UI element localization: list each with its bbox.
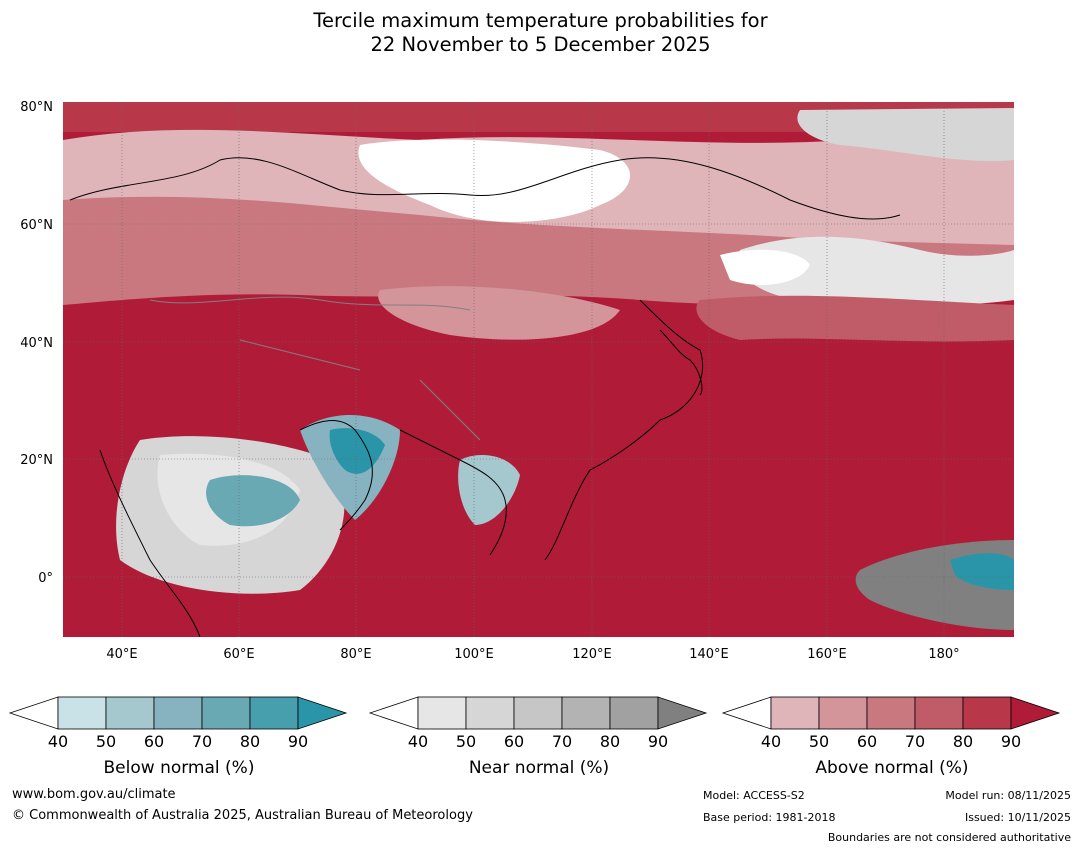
model-name: Model: ACCESS-S2: [703, 789, 805, 802]
colorbar-near-segments: [368, 696, 708, 730]
colorbar-below-segment: [249, 696, 299, 730]
colorbar-below-low-extend: [8, 696, 59, 730]
lon-label-40e: 40°E: [106, 647, 137, 662]
shade-pacific-below: [950, 553, 1014, 590]
colorbar-near-tick: 90: [648, 732, 668, 751]
title-line-2: 22 November to 5 December 2025: [370, 33, 711, 56]
shade-near-normal-east: [738, 236, 1014, 306]
colorbar-above-low-extend: [721, 696, 772, 730]
colorbar-above-tick: 50: [809, 732, 829, 751]
colorbar-near-segment: [609, 696, 659, 730]
copyright-notice: © Commonwealth of Australia 2025, Austra…: [12, 808, 473, 823]
map-panel: [63, 102, 1014, 638]
colorbar-near-segment: [513, 696, 563, 730]
shade-white-east: [720, 249, 810, 285]
colorbar-above-segment: [770, 696, 820, 730]
colorbar-above-label: Above normal (%): [815, 758, 969, 778]
colorbar-above-tick: 70: [905, 732, 925, 751]
shade-indochina-below: [458, 455, 520, 525]
base-period: Base period: 1981-2018: [703, 811, 836, 824]
colorbar-near-tick: 60: [504, 732, 524, 751]
colorbar-below-ticks: 40 50 60 70 80 90: [48, 732, 308, 751]
colorbar-above-ticks: 40 50 60 70 80 90: [761, 732, 1021, 751]
lon-label-140e: 140°E: [689, 647, 729, 662]
colorbar-near-segment: [417, 696, 467, 730]
colorbar-below-tick: 70: [192, 732, 212, 751]
colorbar-above-tick: 90: [1001, 732, 1021, 751]
lon-label-100e: 100°E: [454, 647, 494, 662]
lon-label-160e: 160°E: [807, 647, 847, 662]
shade-near-normal-siberia: [358, 139, 630, 222]
colorbar-near-normal: 40 50 60 70 80 90: [368, 696, 708, 751]
colorbar-near-tick: 70: [552, 732, 572, 751]
model-run-date: Model run: 08/11/2025: [945, 789, 1071, 802]
lon-label-80e: 80°E: [340, 647, 371, 662]
lat-label-20n: 20°N: [20, 453, 53, 468]
colorbar-above-normal: 40 50 60 70 80 90: [721, 696, 1061, 751]
colorbar-above-tick: 60: [857, 732, 877, 751]
colorbar-below-normal: 40 50 60 70 80 90: [8, 696, 348, 751]
website-link[interactable]: www.bom.gov.au/climate: [12, 787, 176, 802]
lat-label-40n: 40°N: [20, 336, 53, 351]
title-line-1: Tercile maximum temperature probabilitie…: [313, 9, 768, 32]
colorbar-below-segment: [57, 696, 107, 730]
colorbar-below-tick: 60: [144, 732, 164, 751]
lat-label-equator: 0°: [38, 571, 53, 586]
country-borders: [149, 296, 481, 441]
colorbar-below-segment: [105, 696, 155, 730]
colorbar-near-ticks: 40 50 60 70 80 90: [408, 732, 668, 751]
lon-label-60e: 60°E: [223, 647, 254, 662]
colorbar-below-tick: 50: [96, 732, 116, 751]
shade-africa-below: [206, 475, 300, 527]
colorbar-above-segment: [866, 696, 916, 730]
lat-label-60n: 60°N: [20, 218, 53, 233]
coastline-eurasia: [69, 157, 901, 638]
colorbar-above-segment: [818, 696, 868, 730]
colorbar-near-tick: 40: [408, 732, 428, 751]
lat-label-80n: 80°N: [20, 100, 53, 115]
colorbar-above-tick: 40: [761, 732, 781, 751]
map-title: Tercile maximum temperature probabilitie…: [0, 9, 1081, 57]
colorbar-below-tick: 90: [288, 732, 308, 751]
gridlines: [63, 102, 1014, 637]
colorbar-above-tick: 80: [953, 732, 973, 751]
colorbar-above-segment: [962, 696, 1012, 730]
colorbar-above-high-extend: [1010, 696, 1061, 730]
issued-date: Issued: 10/11/2025: [964, 811, 1071, 824]
colorbar-near-low-extend: [368, 696, 419, 730]
boundary-disclaimer: Boundaries are not considered authoritat…: [827, 831, 1071, 844]
colorbar-below-tick: 80: [240, 732, 260, 751]
colorbar-below-label: Below normal (%): [103, 758, 255, 778]
shade-china-light: [378, 286, 620, 340]
colorbar-near-tick: 80: [600, 732, 620, 751]
lon-label-120e: 120°E: [572, 647, 612, 662]
colorbar-below-segment: [153, 696, 203, 730]
colorbar-near-tick: 50: [456, 732, 476, 751]
colorbar-near-label: Near normal (%): [468, 758, 610, 778]
colorbar-below-high-extend: [297, 696, 348, 730]
colorbar-above-segments: [721, 696, 1061, 730]
probability-map: 80°N 60°N 40°N 20°N 0° 40°E 60°E 80°E 10…: [20, 100, 1014, 662]
colorbar-near-segment: [561, 696, 611, 730]
colorbar-near-segment: [465, 696, 515, 730]
colorbar-below-tick: 40: [48, 732, 68, 751]
shade-near-normal-arctic: [797, 108, 1014, 162]
lon-label-180: 180°: [928, 647, 959, 662]
colorbar-below-segment: [201, 696, 251, 730]
colorbar-near-high-extend: [657, 696, 708, 730]
colorbar-below-segments: [8, 696, 348, 730]
coastline-japan: [659, 329, 703, 396]
colorbar-above-segment: [914, 696, 964, 730]
shade-pacific-mid: [696, 295, 1014, 342]
